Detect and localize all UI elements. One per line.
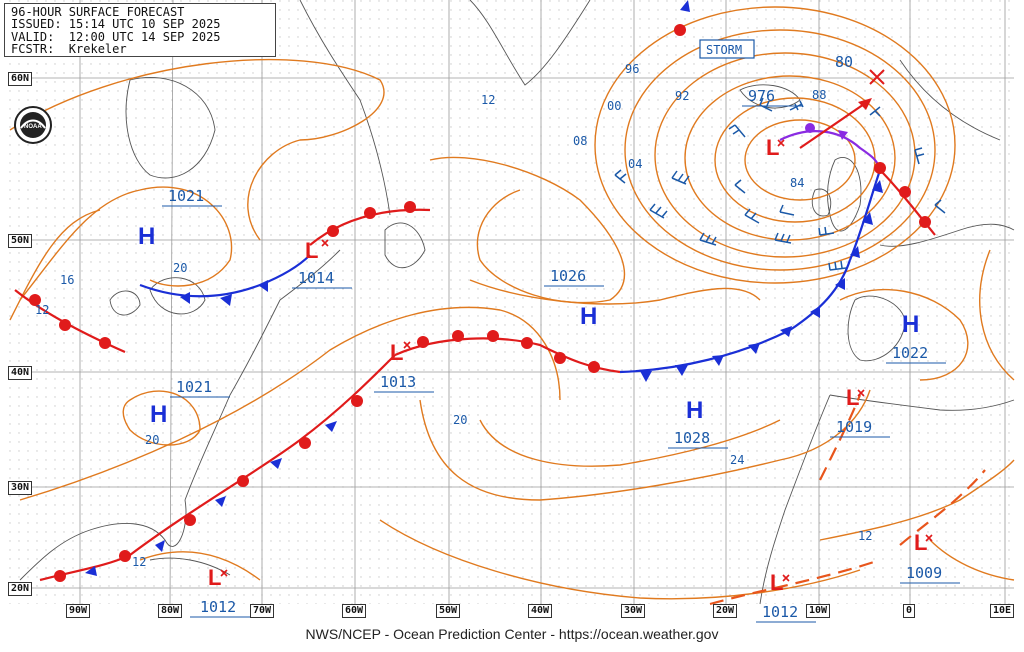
pressure-value: 1028: [674, 429, 710, 447]
lon-label: 80W: [158, 604, 183, 618]
svg-text:84: 84: [790, 176, 804, 190]
svg-text:20: 20: [145, 433, 159, 447]
svg-text:STORM: STORM: [706, 43, 742, 57]
forecast-header: 96-HOUR SURFACE FORECAST ISSUED: 15:14 U…: [4, 3, 276, 57]
pressure-value: 1021: [168, 187, 204, 205]
pressure-value: 1022: [892, 344, 928, 362]
map-background: [8, 0, 1014, 604]
front-symbols: [29, 0, 931, 582]
lat-lon-grid: [8, 0, 1014, 605]
pressure-value: 1014: [298, 269, 334, 287]
svg-text:NOAA: NOAA: [24, 124, 42, 130]
lon-label: 0: [903, 604, 916, 618]
svg-text:00: 00: [607, 99, 621, 113]
low-symbol: L: [914, 530, 927, 555]
lon-label: 90W: [66, 604, 91, 618]
svg-text:16: 16: [60, 273, 74, 287]
pressure-value: 1012: [762, 603, 798, 621]
svg-text:12: 12: [132, 555, 146, 569]
lon-label: 70W: [250, 604, 275, 618]
lat-label: 60N: [8, 72, 33, 86]
coastlines: [19, 0, 1015, 605]
lon-label: 10E: [990, 604, 1015, 618]
svg-text:04: 04: [628, 157, 642, 171]
high-symbol: H: [138, 223, 155, 250]
high-symbol: H: [580, 303, 597, 330]
svg-text:20: 20: [453, 413, 467, 427]
warm-front-atlantic-west: [129, 354, 396, 556]
low-symbol: L: [846, 385, 859, 410]
low-symbol: L: [208, 565, 221, 590]
lon-label: 40W: [528, 604, 553, 618]
isobar-labels: 96 00 92 88 84 80 04 08 12 16 12 20 20 2…: [35, 53, 872, 569]
trough-iberia: [819, 394, 862, 481]
storm-label: STORM: [699, 39, 755, 59]
pressure-value: 1026: [550, 267, 586, 285]
svg-text:12: 12: [481, 93, 495, 107]
lon-label: 60W: [342, 604, 367, 618]
cold-front-lakes: [139, 254, 311, 298]
low-symbol: L: [770, 570, 783, 595]
lon-label: 30W: [621, 604, 646, 618]
lat-label: 30N: [8, 481, 33, 495]
low-symbol: L: [390, 340, 403, 365]
pressure-value: 1009: [906, 564, 942, 582]
high-symbol: H: [686, 397, 703, 424]
low-symbol: L: [766, 135, 779, 160]
high-symbol: H: [150, 401, 167, 428]
svg-text:96: 96: [625, 62, 639, 76]
svg-text:80: 80: [835, 53, 853, 71]
header-title: 96-HOUR SURFACE FORECAST: [11, 5, 185, 19]
high-symbol: H: [902, 311, 919, 338]
svg-text:08: 08: [573, 134, 587, 148]
svg-text:12: 12: [858, 529, 872, 543]
pressure-centers: H H H H H L L L L L L L 1021 1014 1021 1…: [138, 87, 960, 623]
svg-text:20: 20: [173, 261, 187, 275]
noaa-logo: NOAA: [14, 106, 52, 144]
svg-text:12: 12: [35, 303, 49, 317]
svg-text:92: 92: [675, 89, 689, 103]
lon-label: 10W: [806, 604, 831, 618]
occluded-front: [779, 130, 882, 171]
svg-text:24: 24: [730, 453, 744, 467]
trough-southeast: [899, 469, 986, 546]
pressure-value: 976: [748, 87, 775, 105]
pressure-value: 1013: [380, 373, 416, 391]
low-symbol: L: [305, 238, 318, 263]
header-issued: ISSUED: 15:14 UTC 10 SEP 2025: [11, 17, 221, 32]
header-forecaster: FCSTR: Krekeler: [11, 42, 127, 57]
footer-credit: NWS/NCEP - Ocean Prediction Center - htt…: [305, 626, 719, 642]
warm-front-storm: [879, 169, 936, 236]
svg-text:88: 88: [812, 88, 826, 102]
lon-label: 20W: [713, 604, 738, 618]
header-valid: VALID: 12:00 UTC 14 SEP 2025: [11, 29, 221, 44]
cold-front-east: [619, 259, 852, 374]
pressure-value: 1019: [836, 418, 872, 436]
pressure-value: 1021: [176, 378, 212, 396]
lon-label: 50W: [436, 604, 461, 618]
lat-label: 40N: [8, 366, 33, 380]
lat-label: 20N: [8, 582, 33, 596]
pressure-value: 1012: [200, 598, 236, 616]
lat-label: 50N: [8, 234, 33, 248]
cold-front-storm: [848, 169, 882, 261]
storm-track: [799, 69, 885, 149]
